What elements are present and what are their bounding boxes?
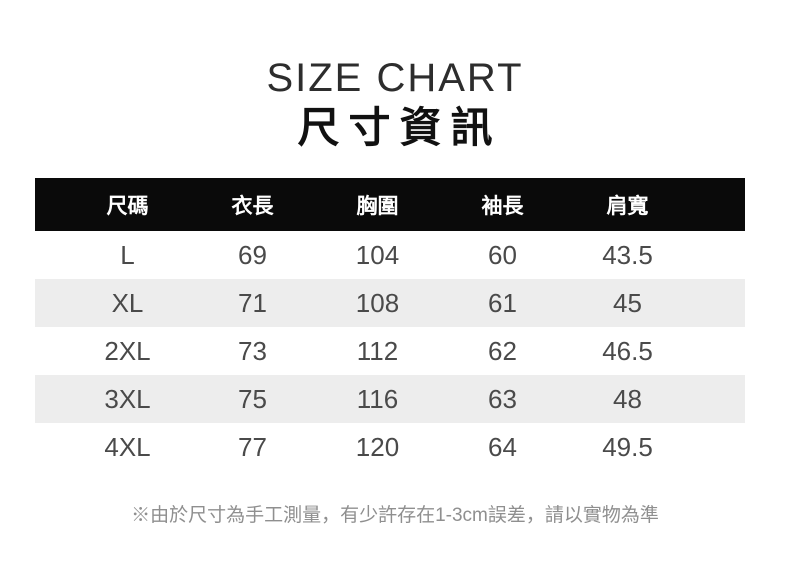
column-header-chest: 胸圍 (356, 194, 399, 218)
column-header-shoulder: 肩寬 (606, 194, 649, 218)
table-cell: 75 (238, 383, 267, 414)
table-cell: 46.5 (602, 335, 653, 366)
table-cell: 64 (488, 431, 517, 462)
table-cell: 73 (238, 335, 267, 366)
table-cell: 104 (355, 239, 400, 270)
page-title-en: SIZE CHART (266, 56, 524, 100)
table-row: 3XL 75 116 63 48 (35, 375, 745, 423)
table-cell: 2XL (104, 335, 151, 366)
column-header-sleeve: 袖長 (481, 194, 524, 218)
table-row: 2XL 73 112 62 46.5 (35, 327, 745, 375)
table-cell: 43.5 (602, 239, 653, 270)
table-cell: 112 (356, 335, 399, 366)
table-row: XL 71 108 61 45 (35, 279, 745, 327)
size-table-body: L 69 104 60 43.5 XL 71 108 61 45 2XL 73 112 62 46.5 3XL… (35, 231, 745, 471)
table-cell: 120 (355, 431, 400, 462)
table-cell: 45 (613, 287, 642, 318)
table-cell: 116 (356, 383, 399, 414)
table-cell: 48 (613, 383, 642, 414)
column-header-size: 尺碼 (106, 194, 149, 218)
column-header-length: 衣長 (231, 194, 274, 218)
table-row: L 69 104 60 43.5 (35, 231, 745, 279)
table-cell: 77 (238, 431, 267, 462)
table-cell: 71 (238, 287, 267, 318)
table-cell: 69 (238, 239, 267, 270)
table-cell: 3XL (104, 383, 151, 414)
table-cell: 63 (488, 383, 517, 414)
size-table: 尺碼 衣長 胸圍 袖長 肩寬 L 69 104 60 43.5 XL 71 108 61 45 2X… (35, 178, 745, 471)
table-cell: 62 (488, 335, 517, 366)
table-cell: 61 (488, 287, 517, 318)
table-cell: 108 (355, 287, 400, 318)
table-row: 4XL 77 120 64 49.5 (35, 423, 745, 471)
table-cell: 49.5 (602, 431, 653, 462)
table-cell: 60 (488, 239, 517, 270)
size-table-header-row: 尺碼 衣長 胸圍 袖長 肩寬 (35, 178, 745, 231)
page-title-zh: 尺寸資訊 (297, 104, 502, 151)
table-cell: XL (111, 287, 144, 318)
table-cell: L (120, 239, 135, 270)
table-cell: 4XL (104, 431, 151, 462)
measurement-note: ※由於尺寸為手工測量，有少許存在1-3cm誤差，請以實物為準 (131, 505, 659, 526)
